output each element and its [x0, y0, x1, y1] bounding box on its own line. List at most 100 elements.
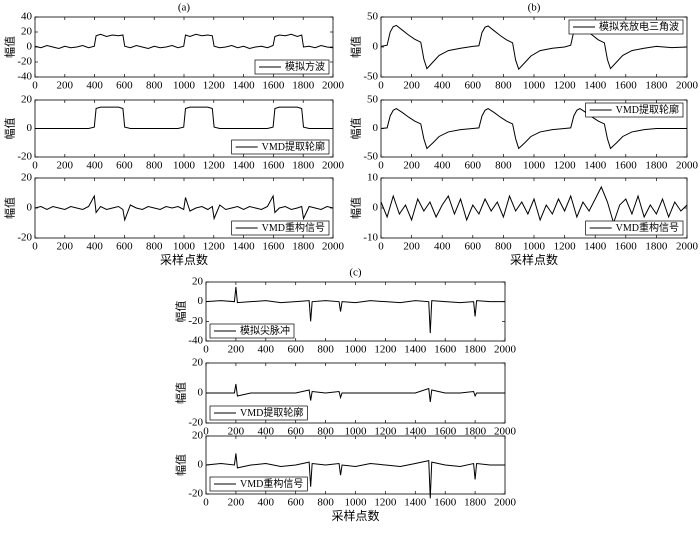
signal-line [380, 24, 688, 71]
x-tick-label: 800 [317, 344, 334, 356]
x-tick-label: 1000 [523, 80, 546, 92]
x-tick-label: 0 [203, 497, 209, 509]
x-tick-label: 1400 [233, 241, 256, 253]
x-tick-label: 1400 [404, 426, 427, 438]
y-tick-label: -20 [17, 56, 32, 68]
y-axis-label: 幅值 [350, 118, 363, 140]
y-tick-label: 20 [21, 94, 33, 106]
x-tick-label: 0 [378, 241, 384, 253]
legend-box [209, 405, 308, 421]
x-tick-label: 200 [57, 80, 74, 92]
legend-box [585, 220, 684, 236]
x-tick-label: 600 [465, 80, 482, 92]
signal-line [205, 286, 505, 334]
y-tick-label: 0 [27, 202, 33, 214]
signal-line [34, 194, 334, 222]
x-tick-label: 200 [57, 241, 74, 253]
legend-box [231, 220, 330, 236]
y-axis-label: 幅值 [175, 301, 188, 323]
legend-label: VMD提取轮廓 [616, 103, 679, 116]
y-axis-label: 幅值 [175, 382, 188, 404]
y-tick-label: -50 [363, 151, 378, 163]
x-axis-label: 采样点数 [331, 508, 379, 523]
y-tick-label: -40 [188, 335, 203, 347]
x-tick-label: 1200 [554, 241, 577, 253]
x-tick-label: 1600 [262, 241, 285, 253]
y-tick-label: 20 [21, 26, 33, 38]
x-tick-label: 1800 [292, 241, 315, 253]
legend-label: 模拟充放电三角波 [599, 20, 679, 33]
legend-box [209, 323, 295, 339]
x-tick-label: 600 [287, 344, 304, 356]
x-tick-label: 200 [403, 160, 420, 172]
x-tick-label: 2000 [676, 160, 699, 172]
y-tick-label: 0 [198, 295, 204, 307]
x-tick-label: 1200 [203, 160, 226, 172]
x-tick-label: 400 [86, 80, 103, 92]
signal-line [380, 185, 688, 225]
y-tick-label: 0 [27, 122, 33, 134]
legend-label: VMD提取轮廓 [240, 406, 303, 419]
x-tick-label: 800 [146, 80, 163, 92]
x-tick-label: 600 [287, 426, 304, 438]
legend: VMD提取轮廓 [209, 405, 308, 421]
y-tick-label: -20 [17, 151, 32, 163]
x-tick-label: 1000 [523, 241, 546, 253]
x-tick-label: 2000 [494, 426, 517, 438]
x-tick-label: 1200 [203, 241, 226, 253]
x-tick-label: 400 [434, 80, 451, 92]
y-axis-label: 幅值 [350, 197, 363, 219]
x-tick-label: 1800 [292, 160, 315, 172]
y-tick-label: -10 [363, 232, 378, 244]
x-tick-label: 1200 [374, 497, 397, 509]
x-tick-label: 200 [228, 497, 245, 509]
y-tick-label: -20 [188, 417, 203, 429]
panel-title: (b) [528, 2, 541, 14]
y-axis-label: 幅值 [175, 454, 188, 476]
x-tick-label: 1600 [434, 497, 457, 509]
x-tick-label: 1400 [404, 344, 427, 356]
x-tick-label: 200 [228, 426, 245, 438]
x-tick-label: 400 [434, 241, 451, 253]
y-tick-label: -20 [17, 232, 32, 244]
legend: 模拟方波 [254, 59, 330, 75]
x-tick-label: 1600 [615, 160, 638, 172]
x-tick-label: 800 [495, 241, 512, 253]
y-tick-label: 20 [192, 276, 204, 288]
legend: 模拟充放电三角波 [568, 19, 684, 35]
x-tick-label: 400 [258, 497, 275, 509]
x-tick-label: 1400 [233, 80, 256, 92]
x-tick-label: 1000 [345, 344, 368, 356]
signal-line [35, 106, 333, 129]
y-tick-label: 40 [21, 11, 33, 23]
x-tick-label: 600 [287, 497, 304, 509]
legend: VMD提取轮廓 [585, 102, 684, 118]
x-tick-label: 0 [378, 80, 384, 92]
x-tick-label: 1200 [203, 80, 226, 92]
x-tick-label: 2000 [494, 344, 517, 356]
legend: VMD重构信号 [231, 220, 330, 236]
x-tick-label: 1800 [645, 241, 668, 253]
legend: 模拟尖脉冲 [209, 323, 295, 339]
y-tick-label: 0 [198, 459, 204, 471]
legend-box [585, 102, 684, 118]
x-tick-label: 800 [317, 426, 334, 438]
y-axis-label: 幅值 [4, 118, 17, 140]
x-tick-label: 1000 [173, 241, 196, 253]
legend-label: VMD重构信号 [616, 221, 679, 234]
legend-label: VMD重构信号 [262, 221, 325, 234]
x-tick-label: 1600 [262, 160, 285, 172]
legend-box [231, 139, 330, 155]
x-tick-label: 1000 [173, 80, 196, 92]
x-tick-label: 1600 [615, 80, 638, 92]
x-tick-label: 1200 [374, 344, 397, 356]
y-axis-label: 幅值 [350, 36, 363, 58]
x-tick-label: 2000 [322, 80, 345, 92]
legend-label: VMD提取轮廓 [262, 140, 325, 153]
x-tick-label: 1000 [523, 160, 546, 172]
x-tick-label: 1800 [464, 344, 487, 356]
x-tick-label: 2000 [322, 241, 345, 253]
x-tick-label: 1200 [374, 426, 397, 438]
y-tick-label: 20 [192, 357, 204, 369]
x-tick-label: 1400 [584, 80, 607, 92]
